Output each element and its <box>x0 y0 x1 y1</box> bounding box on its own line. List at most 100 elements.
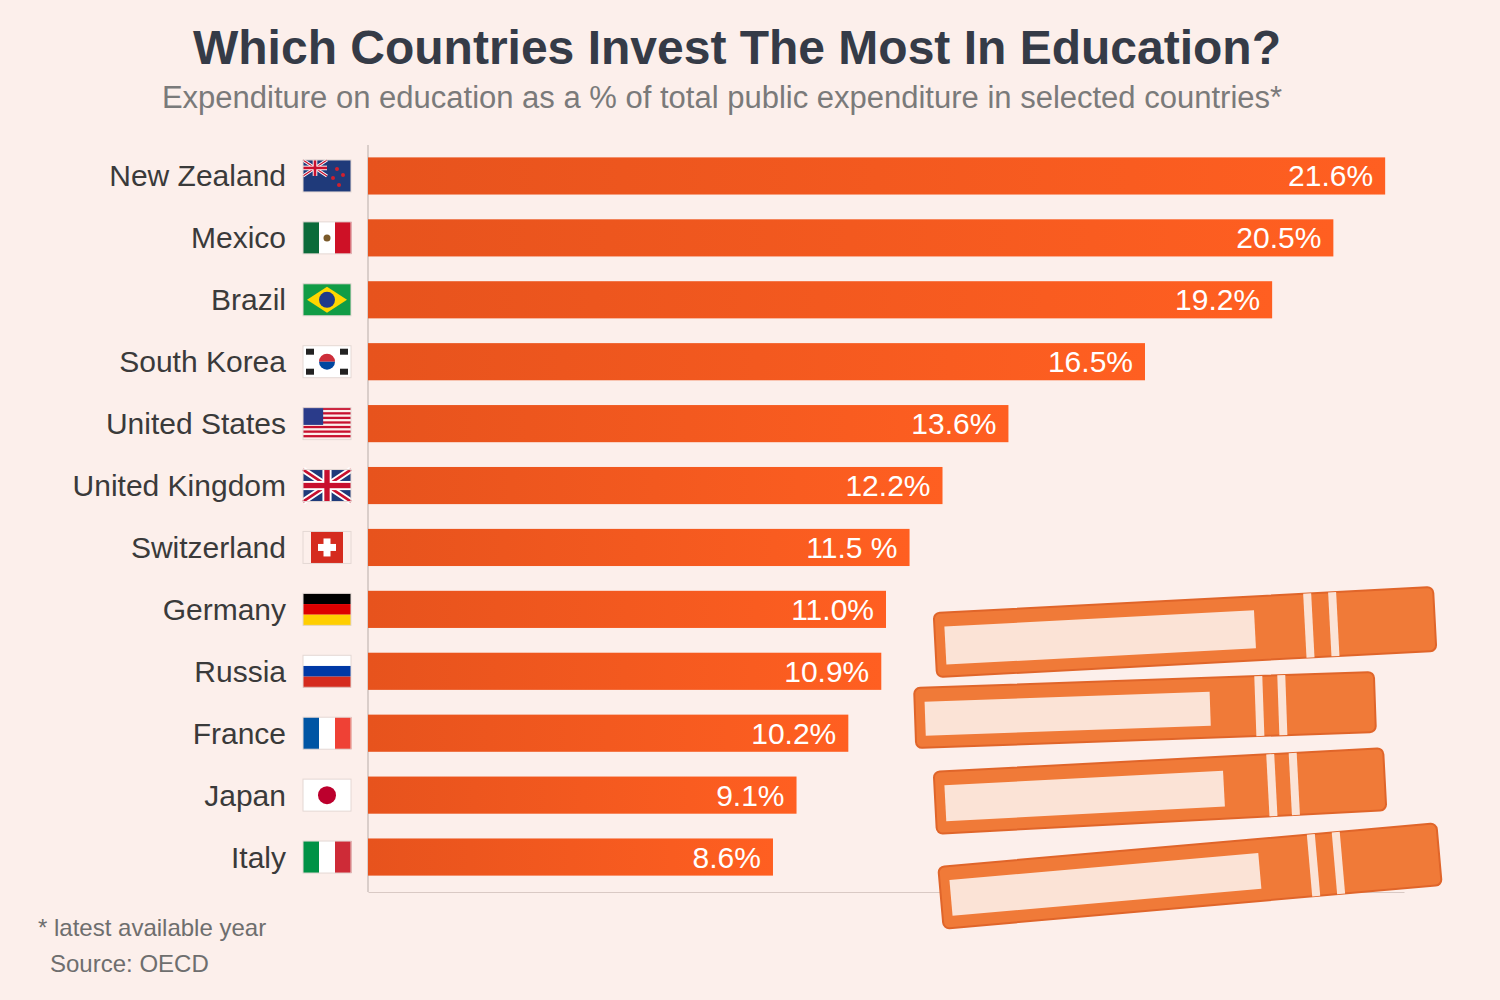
flag <box>303 284 351 316</box>
category-label: New Zealand <box>109 159 286 192</box>
flag-border <box>303 655 351 687</box>
data-label: 13.6% <box>911 407 996 440</box>
data-labels: 21.6%20.5%19.2%16.5%13.6%12.2%11.5 %11.0… <box>693 159 1374 873</box>
footnote: * latest available year <box>38 914 266 941</box>
flag-part <box>303 470 351 502</box>
background <box>0 0 1500 1000</box>
flag-part <box>311 531 343 563</box>
book <box>934 587 1437 677</box>
flag <box>303 717 352 749</box>
flag-part <box>340 349 348 355</box>
flag <box>303 531 351 563</box>
flag <box>303 222 352 254</box>
data-label: 8.6% <box>693 841 761 874</box>
flag-part <box>319 717 335 749</box>
flag <box>303 160 351 192</box>
category-label: United States <box>106 407 286 440</box>
flag-part <box>318 544 336 551</box>
category-label: Italy <box>231 841 286 874</box>
annotations: * latest available year Source: OECD <box>38 914 266 977</box>
flag-part <box>303 779 351 811</box>
flag <box>303 408 351 440</box>
flag <box>303 593 351 626</box>
flag-part <box>303 666 351 677</box>
flag-part <box>303 677 351 688</box>
chart: Which Countries Invest The Most In Educa… <box>0 0 1500 1000</box>
flag-part <box>341 173 345 177</box>
category-label: Russia <box>194 655 286 688</box>
data-label: 19.2% <box>1175 283 1260 316</box>
flag-border <box>303 470 351 502</box>
flag-border <box>303 531 351 563</box>
flag-border <box>303 284 351 316</box>
flag <box>303 779 351 811</box>
flag-part <box>303 284 351 316</box>
flag-part <box>303 408 323 425</box>
flag-part <box>303 615 351 626</box>
data-label: 9.1% <box>716 779 784 812</box>
flag-part <box>303 160 327 176</box>
flag-part <box>306 349 314 355</box>
flag-part <box>303 470 351 502</box>
source: Source: OECD <box>50 950 209 977</box>
book-band <box>1254 676 1264 736</box>
bar <box>368 157 1385 194</box>
bar <box>368 529 910 566</box>
flag-part <box>319 292 335 308</box>
flag <box>303 346 351 378</box>
flag-border <box>303 841 351 873</box>
flag-part <box>306 369 314 375</box>
flag-part <box>324 234 331 241</box>
flag-part <box>335 222 352 254</box>
title: Which Countries Invest The Most In Educa… <box>193 21 1281 74</box>
flag-part <box>303 222 319 254</box>
flag-part <box>303 167 327 170</box>
book-band <box>1307 834 1320 896</box>
bar <box>368 219 1333 256</box>
bar <box>368 838 773 875</box>
category-label: South Korea <box>119 345 286 378</box>
bars <box>368 157 1385 875</box>
book-band <box>1289 753 1300 815</box>
category-label: Germany <box>163 593 286 626</box>
flag-part <box>303 435 351 437</box>
flag-part <box>335 841 352 873</box>
flag-part <box>303 717 319 749</box>
bar <box>368 405 1008 442</box>
flag-part <box>303 470 351 502</box>
category-label: Switzerland <box>131 531 286 564</box>
data-label: 21.6% <box>1288 159 1373 192</box>
flag-part <box>319 841 335 873</box>
book <box>938 823 1442 928</box>
book-band <box>1266 754 1277 816</box>
flag-part <box>319 222 335 254</box>
category-label: Mexico <box>191 221 286 254</box>
flag-part <box>303 604 351 615</box>
flag-part <box>303 160 351 192</box>
flag-part <box>337 183 341 187</box>
book-band <box>1277 675 1287 735</box>
flag-border <box>303 346 351 378</box>
book-cover <box>938 823 1442 928</box>
book-cover <box>934 748 1387 833</box>
flag-part <box>303 426 351 428</box>
bar <box>368 467 943 504</box>
book-band <box>1332 832 1345 894</box>
flag-part <box>319 362 335 370</box>
flag-part <box>303 160 327 176</box>
bar <box>368 715 848 752</box>
flag <box>303 655 351 688</box>
book-pages <box>949 853 1261 916</box>
book-pages <box>944 610 1256 664</box>
book-pages <box>925 692 1211 736</box>
flag-part <box>319 354 335 362</box>
flag <box>303 470 351 502</box>
book-cover <box>934 587 1437 677</box>
flag-part <box>318 786 336 804</box>
bar <box>368 591 886 628</box>
flag-border <box>303 222 351 254</box>
flag-border <box>303 408 351 440</box>
flag-part <box>303 430 351 432</box>
book-pages <box>944 771 1225 822</box>
book <box>934 748 1387 833</box>
